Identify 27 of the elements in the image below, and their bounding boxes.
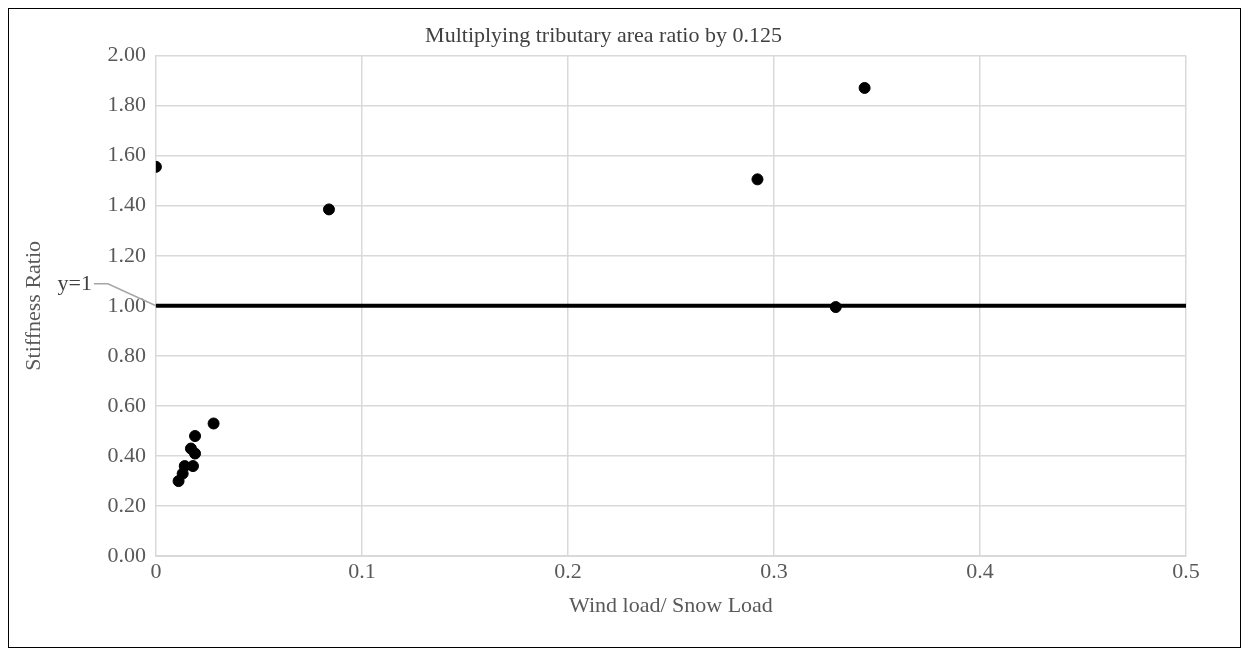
x-axis-title: Wind load/ Snow Load (569, 591, 773, 617)
x-tick-label: 0.3 (760, 558, 788, 584)
point (189, 447, 202, 460)
point (189, 430, 202, 443)
y-tick-label: 1.40 (107, 191, 146, 217)
y-tick-label: 0.20 (107, 491, 146, 517)
x-tick-label: 0.4 (966, 558, 994, 584)
point (858, 81, 871, 94)
y-tick-label: 0.40 (107, 441, 146, 467)
y-axis-title: Stiffness Ratio (19, 240, 45, 371)
x-tick-label: 0.1 (348, 558, 376, 584)
y-tick-label: 0.60 (107, 391, 146, 417)
chart-title: Multiplying tributary area ratio by 0.125 (425, 21, 782, 47)
y-tick-label: 1.60 (107, 141, 146, 167)
y-tick-label: 0.00 (107, 541, 146, 567)
y-tick-label: 0.80 (107, 341, 146, 367)
x-tick-label: 0.2 (554, 558, 582, 584)
y-tick-label: 1.20 (107, 241, 146, 267)
point (751, 173, 764, 186)
y-tick-label: 2.00 (107, 41, 146, 67)
point (207, 417, 220, 430)
x-tick-label: 0 (150, 558, 162, 584)
x-tick-label: 0.5 (1172, 558, 1200, 584)
point (322, 203, 335, 216)
ref-line-label: y=1 (57, 269, 92, 295)
y-tick-label: 1.00 (107, 291, 146, 317)
y-tick-label: 1.80 (107, 91, 146, 117)
